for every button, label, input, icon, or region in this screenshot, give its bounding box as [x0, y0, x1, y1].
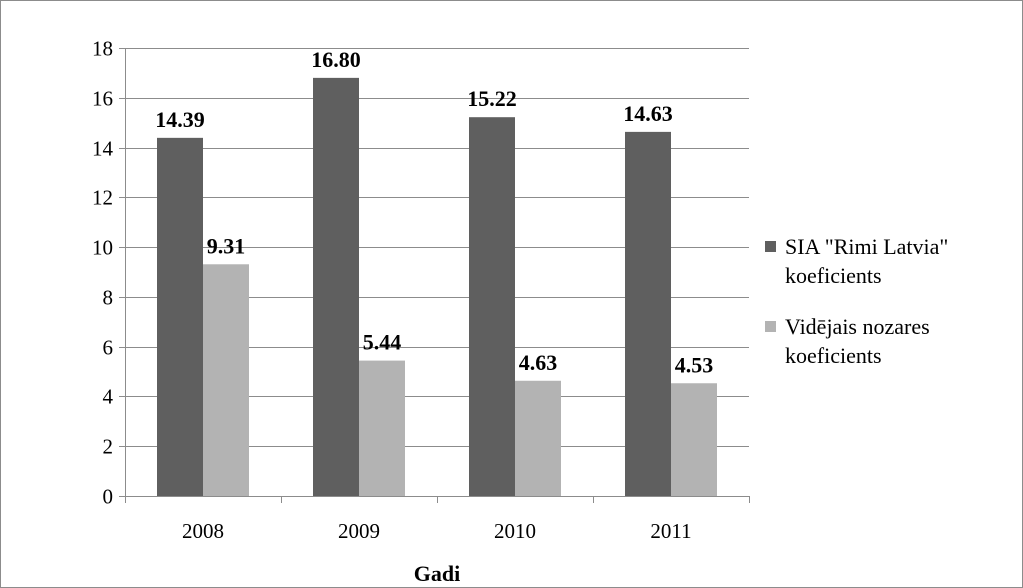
data-label-average-2009: 5.44 — [363, 330, 402, 355]
legend-swatch-rimi — [765, 241, 776, 252]
y-tick-label: 10 — [92, 236, 113, 260]
x-axis-title: Gadi — [414, 561, 460, 586]
bar-average-2009 — [359, 360, 405, 496]
legend-swatch-average — [765, 321, 776, 332]
bars — [157, 77, 717, 497]
bar-average-2008 — [203, 264, 249, 496]
y-tick-label: 18 — [92, 37, 113, 61]
data-labels: 14.39 9.31 16.80 5.44 15.22 4.63 14.63 4.53 — [155, 47, 713, 377]
data-label-average-2008: 9.31 — [207, 233, 246, 258]
x-tick-label: 2010 — [494, 519, 536, 543]
y-tick-label: 14 — [92, 137, 114, 161]
bar-rimi-2011 — [625, 131, 671, 496]
data-label-rimi-2011: 14.63 — [623, 101, 673, 126]
legend: SIA "Rimi Latvia" koeficients Vidējais noz… — [765, 234, 948, 368]
x-tick-label: 2008 — [182, 519, 224, 543]
data-label-rimi-2010: 15.22 — [467, 86, 517, 111]
data-label-average-2010: 4.63 — [519, 350, 558, 375]
y-tick-label: 8 — [103, 286, 114, 310]
legend-label-average: Vidējais nozares — [785, 314, 930, 339]
bar-average-2011 — [671, 383, 717, 496]
data-label-rimi-2009: 16.80 — [311, 47, 361, 72]
legend-label-average: koeficients — [785, 343, 882, 368]
y-tick-label: 2 — [103, 435, 114, 459]
legend-label-rimi: koeficients — [785, 263, 882, 288]
y-tick-label: 6 — [103, 336, 114, 360]
bar-rimi-2009 — [313, 77, 359, 496]
bar-average-2010 — [515, 380, 561, 496]
legend-label-rimi: SIA "Rimi Latvia" — [785, 234, 948, 259]
y-tick-label: 12 — [92, 186, 113, 210]
data-label-average-2011: 4.53 — [675, 352, 714, 377]
bar-rimi-2010 — [469, 117, 515, 497]
x-tick-label: 2011 — [650, 519, 691, 543]
y-tick-label: 16 — [92, 87, 113, 111]
y-tick-label: 4 — [103, 385, 114, 409]
axes: 0 2 4 6 8 10 12 14 16 18 2008 2009 2010 2011 Gadi — [92, 37, 750, 586]
x-tick-label: 2009 — [338, 519, 380, 543]
bar-rimi-2008 — [157, 137, 203, 497]
data-label-rimi-2008: 14.39 — [155, 107, 205, 132]
y-tick-label: 0 — [103, 485, 114, 509]
